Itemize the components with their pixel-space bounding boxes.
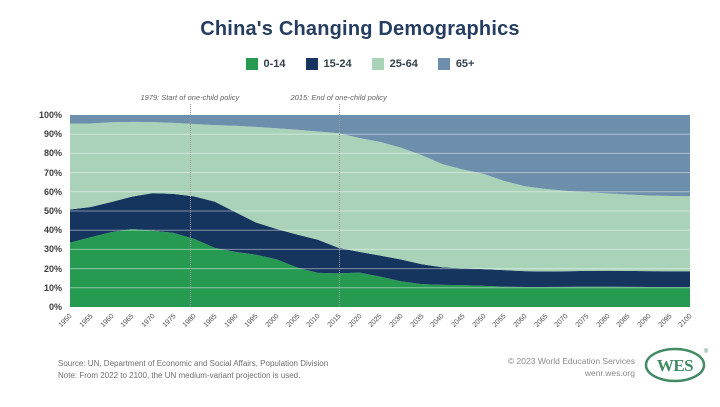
x-axis-label-2075: 2075 (574, 313, 591, 329)
x-axis-label-2020: 2020 (347, 313, 364, 329)
x-axis-label-2085: 2085 (615, 313, 632, 329)
y-axis-label-50: 50% (43, 206, 62, 216)
x-axis-label-2070: 2070 (553, 313, 570, 329)
legend-item-65plus: 65+ (437, 58, 475, 70)
x-axis-label-2015: 2015 (326, 313, 343, 329)
x-axis-label-2025: 2025 (367, 313, 384, 329)
copyright-line: © 2023 World Education Services (507, 356, 635, 366)
policy-annotation-2015: 2015: End of one-child policy (290, 93, 387, 102)
legend-label: 25-64 (389, 58, 418, 70)
area-band-25-64 (70, 121, 690, 272)
y-axis-label-20: 20% (43, 263, 62, 274)
chart-legend: 0-14 15-24 25-64 65+ (0, 58, 720, 70)
legend-swatch-icon (245, 58, 258, 70)
x-axis-label-1965: 1965 (119, 313, 136, 329)
x-axis-label-2095: 2095 (657, 313, 674, 329)
wes-logo: WES ® (644, 347, 709, 383)
x-axis-label-2035: 2035 (409, 313, 426, 329)
x-axis-label-1970: 1970 (140, 313, 157, 329)
wes-logo-text: WES (657, 356, 693, 375)
legend-swatch-icon (305, 58, 318, 70)
x-axis-label-1950: 1950 (57, 313, 74, 329)
stacked-area-chart (70, 115, 690, 307)
legend-item-0-14: 0-14 (245, 58, 286, 70)
copyright-block: © 2023 World Education Services wenr.wes… (508, 355, 635, 379)
wes-logo-registered-mark: ® (704, 348, 709, 355)
area-band-0-14 (70, 229, 690, 307)
x-axis-label-1990: 1990 (223, 313, 240, 329)
y-axis-label-70: 70% (43, 167, 62, 178)
area-band-15-24 (70, 193, 690, 288)
legend-swatch-icon (371, 58, 384, 70)
x-axis-label-2045: 2045 (450, 313, 467, 329)
y-axis-label-100: 100% (38, 110, 62, 120)
source-line: Source: UN, Department of Economic and S… (58, 359, 329, 368)
source-note: Source: UN, Department of Economic and S… (58, 358, 328, 382)
website-link: wenr.wes.org (584, 368, 635, 378)
x-axis-label-2080: 2080 (595, 313, 612, 329)
x-axis-label-2050: 2050 (471, 313, 488, 329)
area-band-65plus (70, 115, 690, 197)
wes-logo-ellipse (644, 347, 706, 383)
x-axis-label-1975: 1975 (161, 313, 178, 329)
x-axis-label-1985: 1985 (202, 313, 219, 329)
x-axis-label-2000: 2000 (264, 313, 281, 329)
x-axis-label-1955: 1955 (78, 313, 95, 329)
y-axis-label-90: 90% (43, 129, 62, 140)
legend-item-15-24: 15-24 (305, 58, 352, 70)
policy-line-2015 (338, 104, 340, 307)
y-axis-label-60: 60% (43, 186, 62, 197)
x-axis-label-2040: 2040 (429, 313, 446, 329)
x-axis-label-2100: 2100 (677, 313, 694, 329)
policy-annotation-1979: 1979: Start of one-child policy (140, 93, 240, 102)
y-axis-label-80: 80% (43, 148, 62, 159)
y-axis-label-30: 30% (43, 244, 62, 255)
x-axis-label-2060: 2060 (512, 313, 529, 329)
legend-swatch-icon (437, 58, 450, 70)
y-axis-label-10: 10% (43, 282, 62, 293)
page-title: China's Changing Demographics (200, 18, 520, 40)
note-line: Note: From 2022 to 2100, the UN medium-v… (58, 371, 301, 380)
x-axis-label-2010: 2010 (305, 313, 322, 329)
policy-line-1979 (189, 104, 191, 307)
legend-label: 15-24 (323, 58, 352, 70)
x-axis-label-2065: 2065 (533, 313, 550, 329)
x-axis-label-2090: 2090 (636, 313, 653, 329)
legend-label: 65+ (455, 58, 475, 70)
x-axis-label-1980: 1980 (181, 313, 198, 329)
x-axis-label-2005: 2005 (285, 313, 302, 329)
legend-item-25-64: 25-64 (371, 58, 418, 70)
y-axis-label-0: 0% (48, 302, 62, 312)
x-axis-label-1995: 1995 (243, 313, 260, 329)
x-axis-label-1960: 1960 (99, 313, 116, 329)
legend-label: 0-14 (263, 58, 286, 70)
x-axis-label-2030: 2030 (388, 313, 405, 329)
x-axis-label-2055: 2055 (491, 313, 508, 329)
y-axis-label-40: 40% (43, 225, 62, 236)
